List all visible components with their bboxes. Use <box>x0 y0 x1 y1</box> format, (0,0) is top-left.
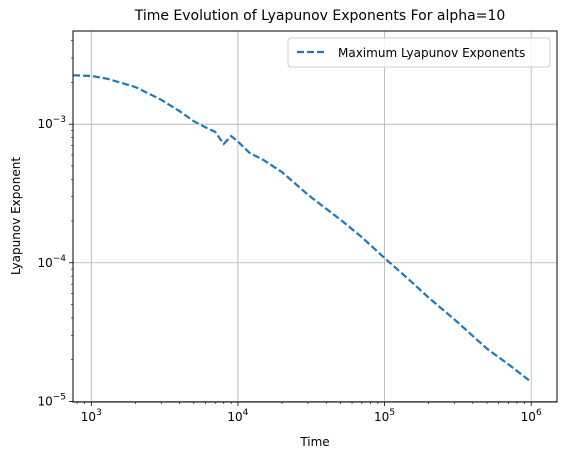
series-line <box>72 74 532 383</box>
y-tick-label: 10−3 <box>37 115 66 131</box>
plot-frame <box>72 30 558 403</box>
legend: Maximum Lyapunov Exponents <box>287 37 551 68</box>
x-axis-label: Time <box>299 435 329 449</box>
x-tick-label: 105 <box>374 408 395 424</box>
chart-title: Time Evolution of Lyapunov Exponents For… <box>134 8 506 24</box>
y-axis: 10−5 10−4 10−3 <box>37 40 73 408</box>
grid-lines <box>73 31 557 402</box>
x-tick-label: 103 <box>81 408 102 424</box>
y-tick-label: 10−4 <box>37 254 66 270</box>
x-tick-label: 106 <box>521 408 542 424</box>
y-tick-label: 10−5 <box>37 392 66 408</box>
x-tick-label: 104 <box>227 408 248 424</box>
x-axis: 103 104 105 106 <box>76 402 542 424</box>
legend-entry-label: Maximum Lyapunov Exponents <box>338 46 525 60</box>
legend-box <box>287 37 551 68</box>
data-line <box>72 74 532 383</box>
y-axis-label: Lyapunov Exponent <box>9 157 23 275</box>
